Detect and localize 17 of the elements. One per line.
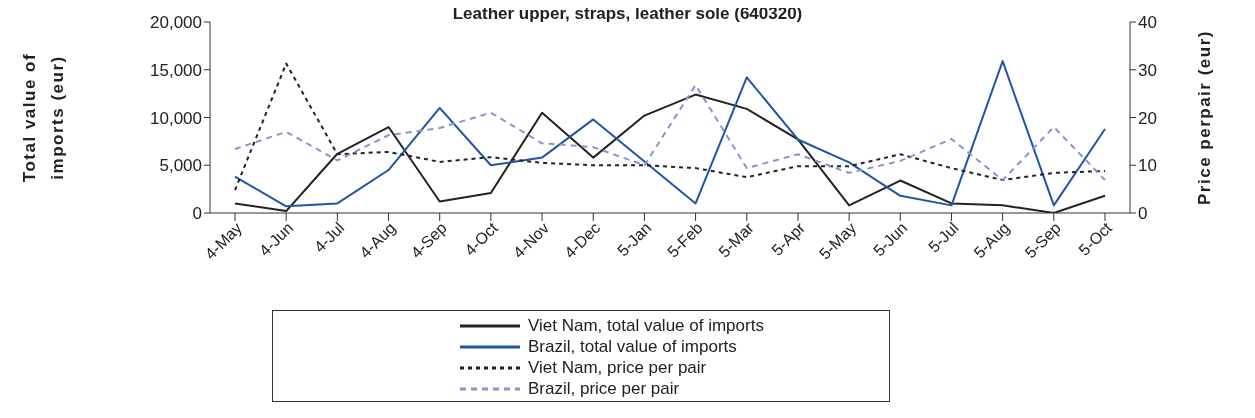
y-tick-label: 10,000: [150, 108, 202, 128]
y2-tick-label: 20: [1138, 108, 1157, 128]
legend-label: Viet Nam, total value of imports: [528, 315, 764, 336]
y2-tick-label: 0: [1138, 204, 1148, 224]
legend-label: Viet Nam, price per pair: [528, 357, 707, 378]
y-axis-title: Total value of imports (eur): [20, 52, 67, 183]
y2-tick-label: 40: [1138, 13, 1157, 33]
legend-label: Brazil, price per pair: [528, 378, 680, 399]
line-series: [234, 84, 1106, 182]
legend-label: Brazil, total value of imports: [528, 336, 737, 357]
y-tick-label: 20,000: [150, 13, 202, 33]
y-tick-label: 0: [192, 204, 202, 224]
y2-tick-label: 30: [1138, 60, 1157, 80]
y2-axis-title: Price perpair (eur): [1195, 30, 1214, 205]
y-tick-label: 15,000: [150, 60, 202, 80]
y-tick-label: 5,000: [159, 156, 202, 176]
y2-tick-label: 10: [1138, 156, 1157, 176]
